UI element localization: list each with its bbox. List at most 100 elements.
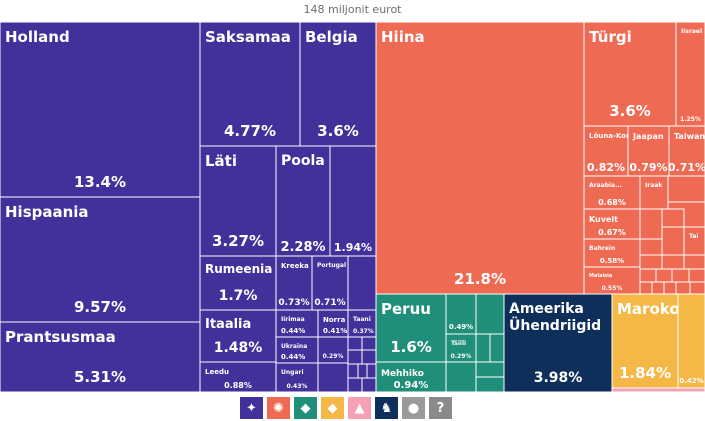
treemap-tile-small-0[interactable]	[347, 255, 377, 311]
tile-value-unlabeled: 0.49%	[449, 323, 473, 331]
treemap-tile-small-32[interactable]	[445, 361, 477, 393]
treemap-tile-small-4[interactable]	[361, 349, 377, 365]
treemap-tile-small-28[interactable]	[689, 281, 705, 295]
treemap-tile-belgia[interactable]	[299, 22, 377, 147]
tile-value-lõuna-korea: 0.82%	[587, 161, 625, 174]
treemap-tile-kuveit[interactable]	[583, 208, 641, 240]
treemap-tile-iraak[interactable]	[639, 175, 669, 210]
treemap-tile-türgi[interactable]	[583, 22, 677, 127]
treemap-tile-small-34[interactable]	[475, 376, 505, 393]
treemap-tile-tšiili[interactable]	[445, 333, 477, 363]
treemap-tile-läti[interactable]	[199, 145, 277, 257]
treemap-tile-hiina[interactable]	[375, 22, 585, 295]
treemap-tile-small-16[interactable]	[639, 238, 663, 256]
treemap-tile-small-8[interactable]	[366, 363, 377, 379]
treemap-tile-small-17[interactable]	[639, 254, 663, 270]
treemap-tile-jaapan[interactable]	[627, 125, 670, 177]
tile-label-norra: Norra	[323, 316, 346, 324]
treemap-tile-small-5[interactable]	[317, 362, 349, 393]
treemap-tile-hispaania[interactable]	[0, 196, 201, 323]
tile-value-ukraina: 0.44%	[281, 353, 305, 361]
treemap-tile-bahrein[interactable]	[583, 238, 641, 268]
treemap-tile-tai[interactable]	[683, 226, 705, 256]
treemap-tile-small-33[interactable]	[475, 361, 505, 378]
tile-value-ameerika-ühendriigid: 3.98%	[534, 370, 583, 386]
treemap-tile-mehhiko[interactable]	[375, 361, 447, 393]
treemap-tile-small-2[interactable]	[361, 336, 377, 351]
treemap-tile-small-21[interactable]	[655, 268, 673, 283]
africa-icon[interactable]: ◆	[321, 397, 344, 419]
treemap-tile-small-3[interactable]	[347, 349, 363, 365]
treemap-tile-holland[interactable]	[0, 22, 201, 198]
treemap-tile-small-11[interactable]	[667, 175, 705, 203]
north-america-icon[interactable]: ♞	[375, 397, 398, 419]
tile-value-prantsusmaa: 5.31%	[74, 368, 126, 386]
treemap-tile-portugal[interactable]	[311, 255, 349, 311]
treemap-tile-small-10[interactable]	[361, 377, 377, 393]
treemap-tile-small-27[interactable]	[675, 281, 691, 295]
treemap-tile-unlabeled[interactable]	[677, 293, 705, 389]
treemap-tile-small-22[interactable]	[671, 268, 690, 283]
tile-label-hiina: Hiina	[381, 28, 425, 46]
tile-value-taiwan: 0.71%	[668, 161, 705, 174]
tile-value-malaisia: 0.55%	[602, 285, 623, 292]
treemap-tile-small-13[interactable]	[639, 208, 663, 240]
treemap-tile-small-20[interactable]	[639, 268, 657, 283]
tile-value-läti: 3.27%	[212, 232, 264, 250]
treemap-tile-small-9[interactable]	[347, 377, 363, 393]
treemap-tile-small-26[interactable]	[663, 281, 677, 295]
other-icon[interactable]: ●	[402, 397, 425, 419]
tile-label-taiwan: Taiwan	[674, 132, 705, 141]
treemap-tile-small-23[interactable]	[688, 268, 705, 283]
tile-value-bahrein: 0.58%	[600, 257, 624, 265]
unknown-icon[interactable]: ?	[429, 397, 452, 419]
treemap-tile-unlabeled[interactable]	[329, 145, 377, 257]
tile-label-ameerika-ühendriigid: Ühendriigid	[509, 316, 601, 334]
treemap-tile-maroko[interactable]	[611, 293, 679, 389]
tile-label-leedu: Leedu	[205, 368, 229, 376]
treemap-tile-small-35[interactable]	[611, 387, 705, 393]
tile-value-unlabeled: 1.94%	[334, 241, 372, 254]
region-legend: ✦ ✺ ◆ ◆ ▲ ♞ ●?	[240, 397, 452, 421]
treemap-tile-small-7[interactable]	[357, 363, 368, 379]
tile-label-hispaania: Hispaania	[5, 203, 89, 221]
treemap-tile-small-1[interactable]	[347, 336, 363, 351]
tile-value-iirimaa: 0.44%	[281, 327, 305, 335]
tile-label-peruu: Peruu	[381, 300, 431, 318]
tile-label-kreeka: Kreeka	[281, 262, 309, 270]
south-america-icon[interactable]: ◆	[294, 397, 317, 419]
treemap-tile-ungari[interactable]	[275, 362, 319, 393]
europe-icon[interactable]: ✦	[240, 397, 263, 419]
treemap-tile-small-31[interactable]	[489, 333, 505, 363]
treemap-tile-poola[interactable]	[275, 145, 331, 257]
treemap-tile-taiwan[interactable]	[668, 125, 705, 177]
treemap-tile-small-30[interactable]	[475, 333, 491, 363]
tile-label-lõuna-korea: Lõuna-Korea	[589, 132, 639, 140]
tile-label-prantsusmaa: Prantsusmaa	[5, 328, 116, 346]
treemap-tile-malaisia[interactable]	[583, 266, 641, 295]
treemap-tile-small-29[interactable]	[475, 293, 505, 335]
treemap-tile-araabia[interactable]	[583, 175, 641, 210]
oceania-icon[interactable]: ▲	[348, 397, 371, 419]
treemap-tile-small-25[interactable]	[651, 281, 665, 295]
tile-value-araabia: 0.68%	[598, 198, 626, 207]
treemap-tile-saksamaa[interactable]	[199, 22, 301, 147]
treemap-tile-iisrael[interactable]	[675, 22, 705, 127]
treemap-tile-small-6[interactable]	[347, 363, 359, 379]
treemap-tile-lõuna-korea[interactable]	[583, 125, 629, 177]
treemap-tile-small-14[interactable]	[661, 208, 685, 228]
treemap-tile-small-24[interactable]	[639, 281, 653, 295]
treemap-tile-peruu[interactable]	[375, 293, 447, 363]
treemap-tile-small-18[interactable]	[661, 254, 685, 270]
tile-label-mehhiko: Mehhiko	[381, 369, 424, 379]
treemap-tile-small-15[interactable]	[661, 226, 685, 256]
treemap-tile-unlabeled[interactable]	[317, 336, 349, 364]
treemap-tile-rumeenia[interactable]	[199, 255, 277, 311]
tile-value-kuveit: 0.67%	[598, 228, 626, 237]
asia-icon[interactable]: ✺	[267, 397, 290, 419]
tile-value-saksamaa: 4.77%	[224, 122, 276, 140]
treemap-tile-norra[interactable]	[317, 309, 349, 338]
treemap-tile-small-19[interactable]	[683, 254, 705, 270]
tile-label-taani: Taani	[353, 316, 371, 323]
tile-value-poola: 2.28%	[280, 240, 325, 255]
